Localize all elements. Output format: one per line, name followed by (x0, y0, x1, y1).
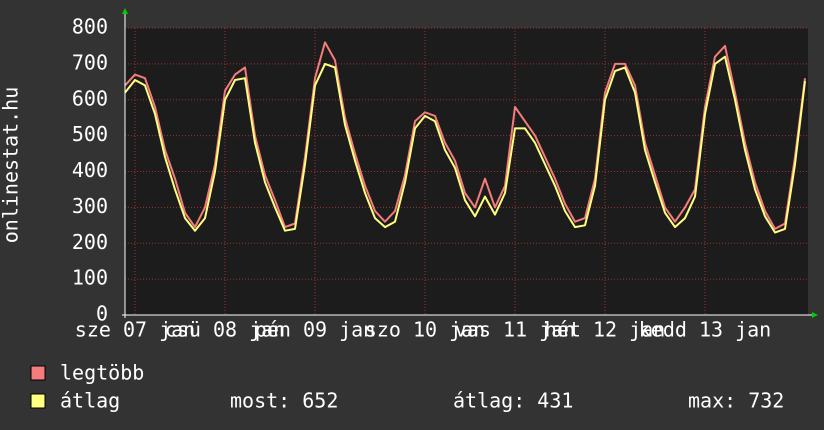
legend-swatch (30, 393, 46, 409)
legend-label: legtöbb (60, 361, 144, 385)
y-axis-label: onlinestat.hu (0, 87, 23, 244)
plot (124, 27, 808, 316)
x-tick-label: hét 12 jan (545, 318, 665, 342)
series-line (124, 55, 806, 234)
x-tick-label: szo 10 jan (365, 318, 485, 342)
y-tick-label: 300 (72, 194, 108, 218)
x-tick-label: sze 07 jan (75, 318, 195, 342)
y-tick-label: 200 (72, 230, 108, 254)
legend-swatch (30, 365, 46, 381)
x-arrow (812, 312, 818, 318)
x-tick-label: kedd 13 jan (639, 318, 771, 342)
y-tick-label: 400 (72, 158, 108, 182)
y-tick-label: 100 (72, 266, 108, 290)
x-tick-label: csü 08 jan (165, 318, 285, 342)
series-line (124, 41, 806, 230)
legend-stat: max: 732 (688, 389, 784, 413)
y-tick-label: 0 (96, 302, 108, 326)
y-tick-label: 500 (72, 122, 108, 146)
legend-stat: most: 652 (230, 389, 338, 413)
y-tick-label: 700 (72, 50, 108, 74)
x-tick-label: vas 11 jan (455, 318, 575, 342)
plot-area (125, 28, 808, 315)
y-tick-label: 800 (72, 15, 108, 39)
legend-label: átlag (60, 389, 120, 413)
y-arrow (122, 8, 128, 14)
y-tick-label: 600 (72, 86, 108, 110)
x-tick-label: pén 09 jan (255, 318, 375, 342)
legend-stat: átlag: 431 (453, 389, 573, 413)
